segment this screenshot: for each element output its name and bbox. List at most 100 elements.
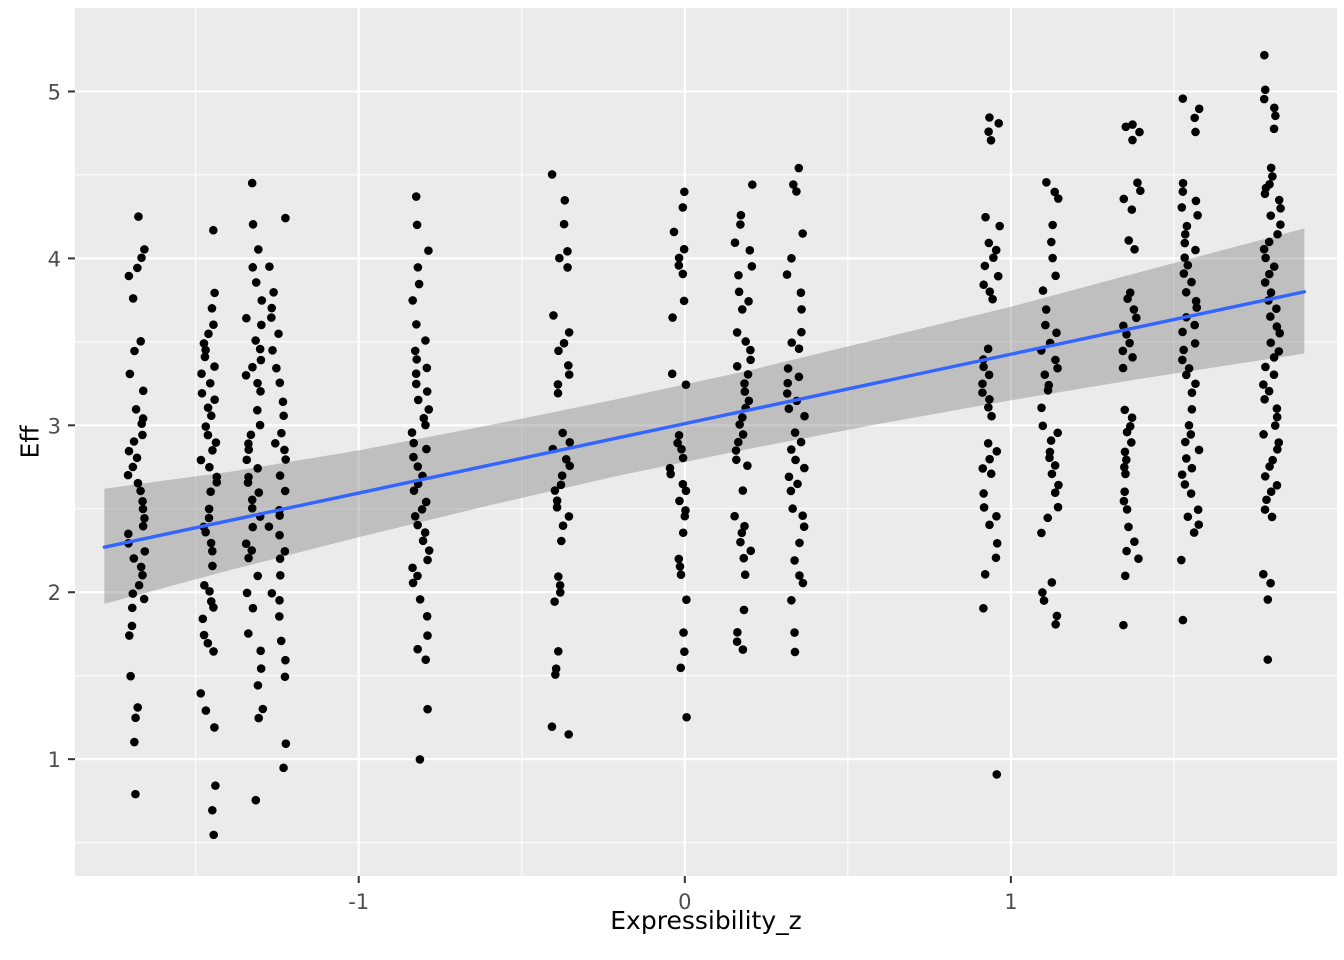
data-point [140,514,149,523]
data-point [1042,177,1051,187]
data-point [551,670,560,679]
data-point [251,278,261,287]
data-point [790,647,800,657]
data-point [1119,194,1129,204]
axis-ticks-and-labels: -1 0 1 1 2 3 4 5 [48,80,1018,914]
data-point [196,455,206,465]
data-point [210,288,219,298]
data-point [244,439,253,448]
data-point [424,546,434,555]
data-point [1124,522,1133,532]
data-point [247,504,257,513]
data-point [203,638,213,648]
data-point [1260,395,1269,404]
data-point [210,362,219,371]
data-point [559,338,569,348]
data-point [131,789,140,799]
data-point [409,438,419,448]
data-point [985,287,995,296]
data-point [209,225,218,235]
data-point [678,528,688,538]
data-point [1268,455,1277,465]
data-point [1259,430,1268,439]
data-point [738,430,748,439]
data-point [1273,229,1282,239]
data-point [678,453,688,463]
data-point [204,504,214,514]
data-point [1191,245,1200,255]
data-point [1121,122,1131,132]
y-tick-label: 5 [48,80,61,104]
data-point [125,369,135,379]
x-tick-label: -1 [348,890,369,914]
data-point [1186,430,1196,439]
data-point [131,713,140,723]
data-point [983,438,993,448]
data-point [1121,469,1130,479]
data-point [248,603,258,613]
data-point [248,263,258,272]
data-point [201,345,210,355]
data-point [253,571,263,581]
data-point [734,437,743,447]
data-point [666,469,675,479]
data-point [1120,487,1129,497]
data-point [1269,124,1279,134]
data-point [1180,253,1189,262]
data-point [796,288,806,297]
data-point [794,163,804,173]
data-point [734,270,743,280]
data-point [676,570,686,579]
data-point [421,336,430,345]
data-point [795,571,804,580]
data-point [738,645,748,654]
data-point [1272,412,1282,422]
data-point [203,430,213,440]
data-point [735,420,744,429]
data-point [552,503,562,512]
data-point [254,713,264,723]
data-point [1266,211,1276,220]
data-point [1269,370,1279,379]
data-point [1177,555,1186,565]
data-point [555,253,564,263]
data-point [796,437,806,447]
data-point [675,562,685,571]
data-point [1190,339,1200,348]
data-point [248,220,258,229]
data-point [1178,615,1188,625]
data-point [1128,135,1137,145]
data-point [981,212,990,222]
data-point [793,479,802,489]
data-point [991,245,1001,255]
data-point [979,362,988,372]
data-point [1272,322,1282,331]
data-point [409,486,419,495]
data-point [408,296,418,305]
data-point [1259,94,1269,104]
data-point [1265,269,1274,279]
data-point [559,219,569,229]
data-point [424,405,434,414]
data-point [136,562,146,572]
data-point [212,477,222,487]
y-tick-label: 4 [48,247,61,271]
data-point [424,246,433,255]
data-point [1266,288,1276,297]
data-point [275,378,285,388]
data-point [421,655,431,665]
data-point [681,486,691,496]
data-point [740,387,750,396]
data-point [555,581,565,590]
data-point [564,361,573,370]
data-point [1052,328,1061,338]
data-point [1180,437,1190,447]
data-point [1052,611,1062,621]
data-point [247,178,257,188]
data-point [279,763,288,773]
data-point [133,703,143,712]
data-point [1190,320,1199,330]
data-point [565,461,575,471]
data-point [787,338,797,347]
data-point [205,462,214,472]
